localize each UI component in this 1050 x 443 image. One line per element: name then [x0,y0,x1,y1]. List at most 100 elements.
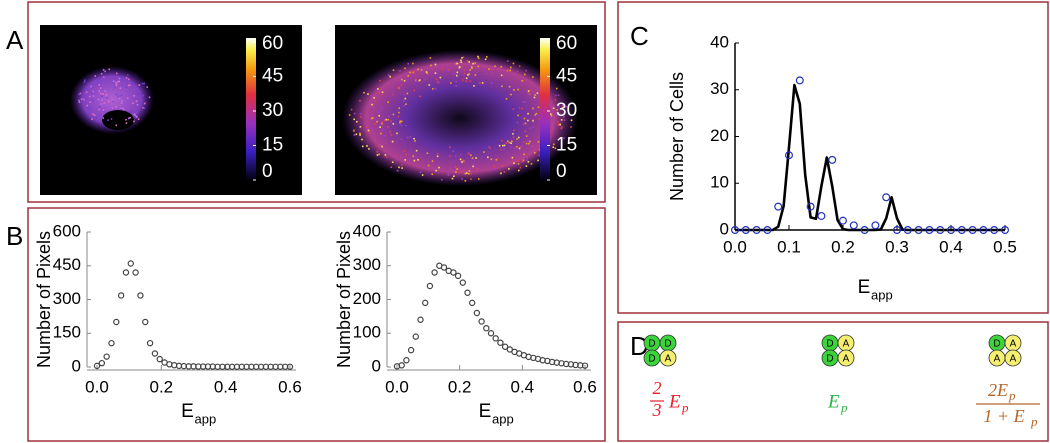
speckle [115,93,118,96]
speckle [376,151,379,153]
speckle [471,157,474,160]
speckle [126,74,129,76]
speckle [554,94,557,97]
speckle [565,105,568,108]
speckle [138,92,140,95]
speckle [483,151,485,153]
speckle [381,91,384,93]
data-point [122,269,130,276]
speckle [534,114,537,116]
x-tick-label: 0.3 [885,237,909,256]
speckle [468,61,471,63]
speckle [538,154,541,157]
speckle [125,86,128,89]
data-point [752,226,761,235]
speckle [381,121,384,123]
panel-label: A [6,25,24,55]
data-point [774,202,783,211]
speckle [148,96,151,99]
speckle [425,71,428,73]
speckle [389,75,392,78]
speckle [464,69,467,71]
y-tick-label: 0 [372,356,381,375]
speckle [463,72,466,75]
colorbar-tick-label: 45 [262,66,283,87]
speckle [409,136,412,138]
speckle [359,134,361,136]
speckle [461,159,464,161]
speckle [528,142,530,145]
speckle [392,122,395,125]
speckle [509,66,512,69]
speckle [468,170,471,172]
speckle [409,71,411,74]
speckle [108,100,110,103]
speckle [114,86,116,89]
speckle [371,127,374,130]
formula-text: 1 + E [983,406,1024,426]
y-tick-label: 20 [710,126,729,145]
speckle [142,94,144,97]
speckle [92,95,95,97]
colorbar-tick-label: 15 [556,135,577,156]
speckle [418,79,421,81]
speckle [384,154,387,156]
speckle [532,107,534,110]
speckle [512,62,515,65]
speckle [468,73,470,75]
subunit-label: A [665,354,672,365]
speckle [510,93,512,96]
speckle [359,112,362,115]
speckle [550,113,552,115]
speckle [101,99,103,101]
speckle [494,65,496,68]
speckle [518,65,521,67]
speckle [556,109,558,111]
speckle [448,69,450,71]
speckle [459,158,462,161]
x-tick-label: 0.6 [573,377,597,396]
speckle [454,166,457,169]
data-point [497,339,504,346]
speckle [379,126,381,128]
x-tick-label: 0.2 [448,377,472,396]
speckle [500,65,503,68]
speckle [455,62,458,65]
colorbar-tick-label: 45 [556,66,577,87]
speckle [529,127,532,130]
speckle [570,119,573,122]
speckle [400,120,403,123]
speckle [366,145,368,147]
data-point [412,333,419,340]
speckle [89,107,92,110]
speckle [465,80,468,82]
speckle [461,79,464,81]
data-point [151,350,159,357]
speckle [377,88,379,90]
speckle [359,99,361,102]
data-point [483,324,490,332]
speckle [530,88,532,91]
y-tick-label: 600 [53,221,81,240]
speckle [527,119,529,122]
speckle [490,73,493,76]
data-point [979,226,988,235]
speckle [460,153,462,156]
speckle [98,113,101,116]
speckle [417,159,419,161]
speckle [507,69,509,71]
speckle [414,140,416,142]
speckle [392,113,395,116]
speckle [361,145,364,148]
speckle [89,101,92,103]
speckle [508,168,510,170]
speckle [490,69,493,71]
speckle [137,92,140,95]
speckle [398,107,401,109]
speckle [507,140,509,143]
data-point [108,339,115,347]
speckle [563,119,566,121]
formula-text: E [668,391,681,412]
speckle [106,96,108,99]
speckle [95,117,98,119]
